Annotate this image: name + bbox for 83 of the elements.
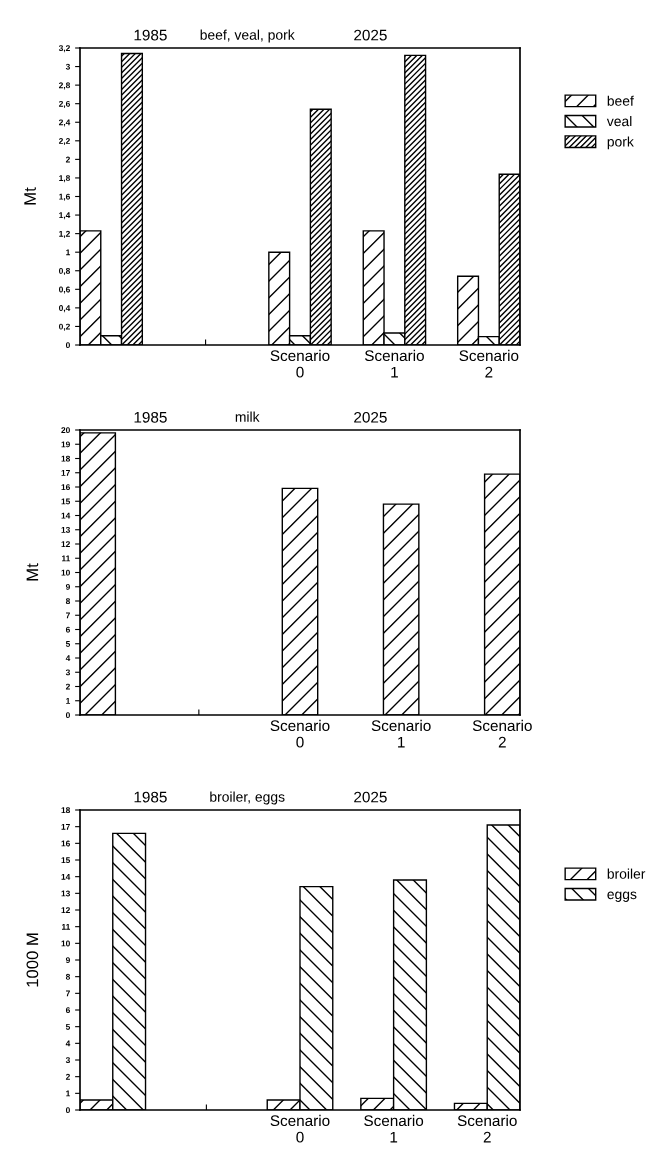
y-tick-label: 14 [61,512,71,519]
text: 1985 [134,411,167,423]
y-tick-label: 2,6 [58,100,70,108]
x-tick-label: Scenario 0 [270,349,330,378]
y-tick-label: 7 [66,990,70,997]
y-tick-label: 10 [61,569,70,576]
y-tick-label: 8 [65,973,71,980]
y-tick-label: 17 [61,823,70,830]
y-tick-label: 2 [65,1073,70,1080]
y-tick-label: 16 [61,484,70,491]
y-tick-label: 0,8 [59,267,71,276]
y-tick-label: 11 [61,923,71,930]
y-tick-label: 18 [61,455,71,462]
y-tick-label: 3 [65,669,70,676]
y-tick-label: 15 [61,498,71,505]
y-tick-label: 7 [66,612,70,619]
y-tick-label: 19 [61,441,70,448]
chart-title: broiler, eggs [210,791,285,805]
y-tick-label: 3 [65,1057,70,1064]
legend-label: beef [607,95,634,106]
y-tick-label: 2 [65,156,70,163]
y-tick-label: 0,4 [59,305,71,313]
x-tick-label: Scenario 1 [364,1114,424,1143]
y-tick-label: 2,4 [58,119,71,127]
y-tick-label: 3,2 [58,45,70,53]
y-tick-label: 0 [65,342,70,349]
y-tick-label: 6 [65,1007,70,1014]
chart-title: beef, veal, pork [200,29,295,43]
y-tick-label: 13 [61,890,70,897]
chart-title: milk [235,411,260,422]
x-tick-label: Scenario 0 [270,719,330,748]
y-tick-label: 1 [66,249,71,256]
text: 1985 [134,791,167,803]
x-tick-label: Scenario 2 [459,349,519,378]
legend-label: pork [607,136,634,150]
legend-label: eggs [607,891,637,902]
y-tick-label: 1,2 [59,230,70,238]
y-tick-label: 1 [66,1090,71,1097]
y-tick-label: 1,4 [59,212,71,220]
y-tick-label: 3 [65,63,70,70]
x-tick-label: Scenario 2 [457,1114,517,1143]
x-tick-label: Scenario 1 [364,349,424,378]
y-tick-label: 5 [65,641,71,647]
y-tick-label: 1 [66,698,71,704]
y-tick-label: 18 [61,807,71,814]
y-tick-label: 16 [61,840,70,847]
y-tick-label: 2,8 [58,82,71,90]
text: 1985 [134,29,167,41]
y-tick-label: 11 [61,555,71,562]
y-axis-title: Mt [24,187,36,205]
x-tick-label: Scenario 1 [371,719,431,748]
x-tick-label: Scenario 0 [270,1114,330,1143]
legend-label: veal [606,116,632,127]
y-tick-label: 0,6 [59,286,70,294]
y-axis-title: 1000 M [26,933,39,987]
y-tick-label: 5 [65,1023,71,1030]
y-tick-label: 4 [65,1040,71,1047]
y-tick-label: 0 [65,1107,70,1114]
y-tick-label: 2,2 [58,138,70,146]
y-tick-label: 4 [65,655,71,662]
text: 2025 [354,29,387,41]
y-tick-label: 15 [61,857,71,864]
text: 2025 [354,411,387,423]
y-axis-title: Mt [26,563,39,581]
y-tick-label: 12 [61,541,70,548]
y-tick-label: 1,6 [59,193,70,201]
legend-label: broiler [607,868,646,879]
y-tick-label: 9 [65,583,70,590]
y-tick-label: 2 [65,683,70,690]
y-tick-label: 0,2 [59,323,70,331]
y-tick-label: 13 [61,526,70,533]
x-tick-label: Scenario 2 [472,719,532,748]
y-tick-label: 9 [65,957,70,964]
y-tick-label: 14 [61,873,71,880]
y-tick-label: 20 [61,427,70,434]
text: 2025 [354,791,387,803]
y-tick-label: 10 [61,940,70,947]
y-tick-label: 1,8 [59,175,71,183]
y-tick-label: 17 [61,470,70,476]
y-tick-label: 6 [65,626,70,633]
y-tick-label: 0 [65,712,70,719]
y-tick-label: 8 [65,598,71,605]
y-tick-label: 12 [61,907,70,914]
